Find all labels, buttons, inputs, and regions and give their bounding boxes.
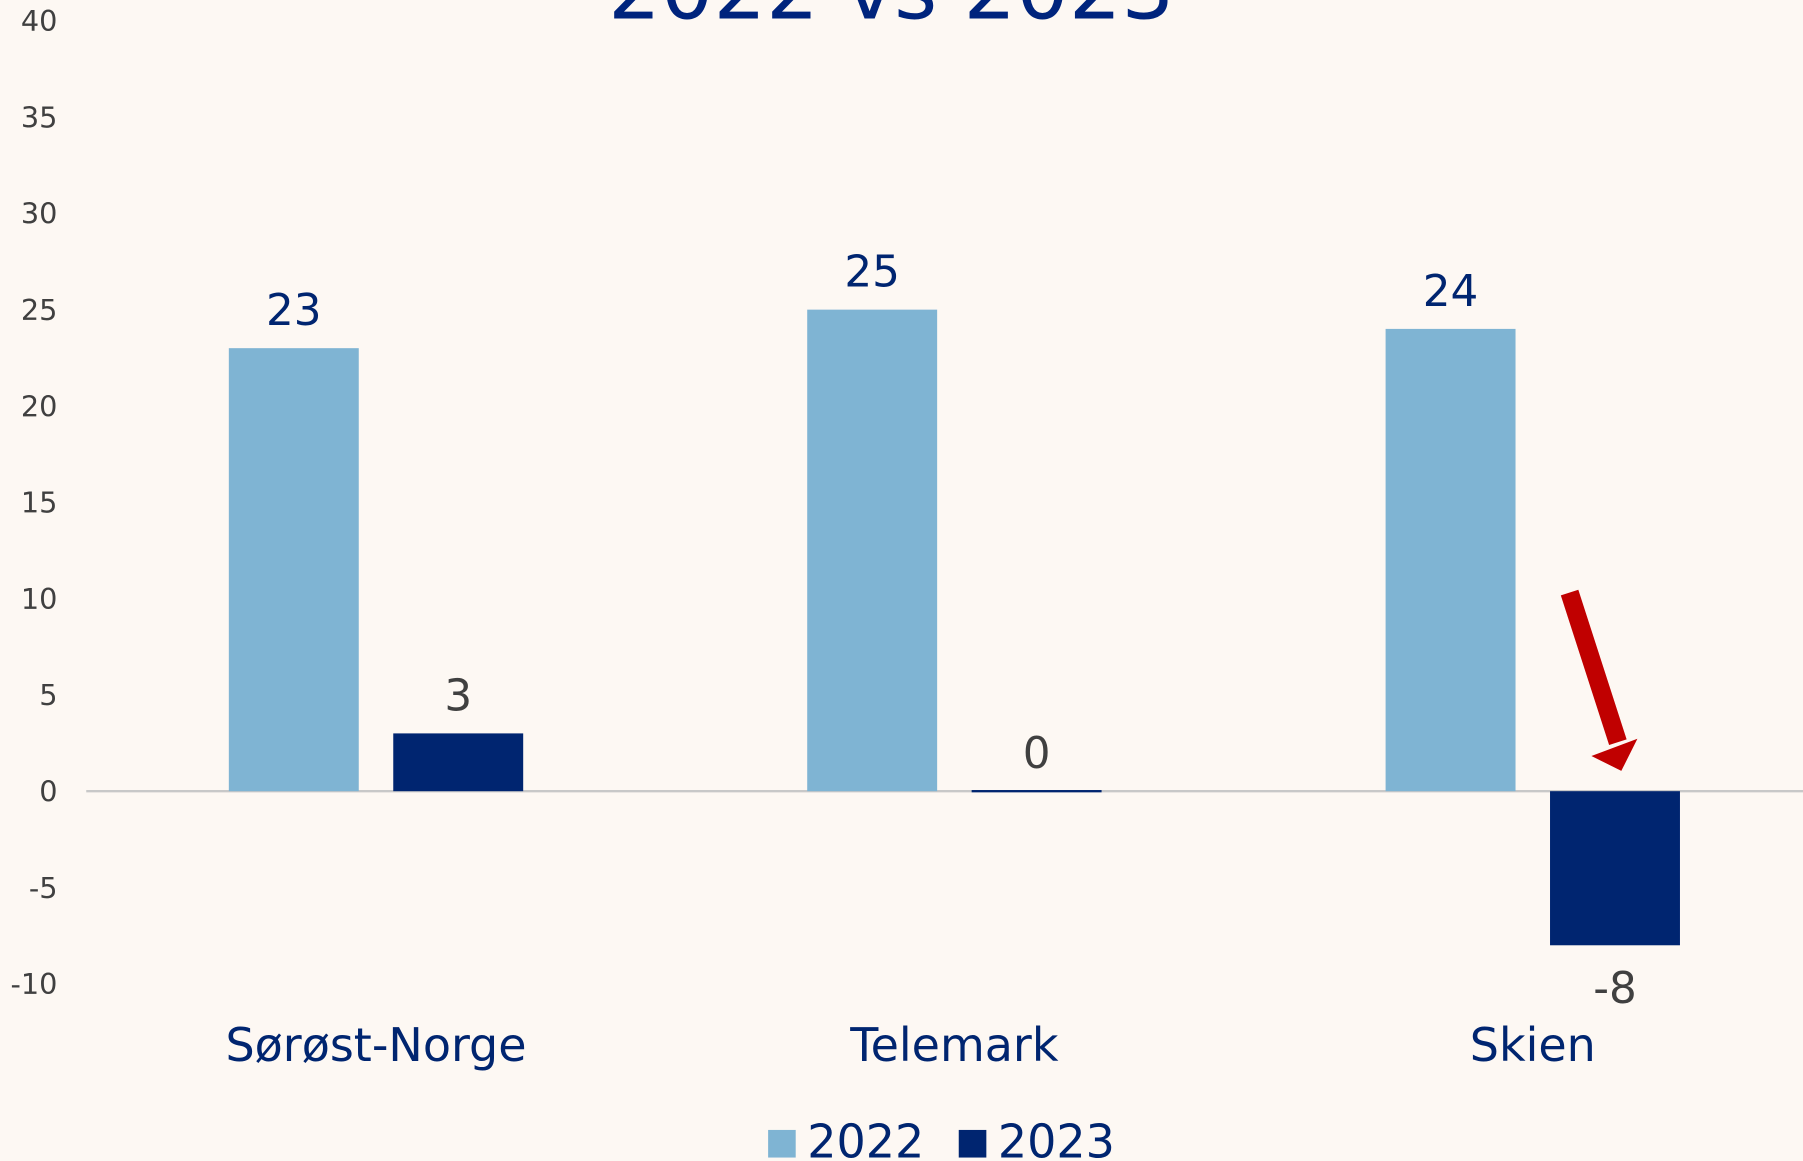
- bar: [228, 348, 359, 792]
- legend-label: 2023: [998, 1115, 1115, 1161]
- data-label: 24: [1423, 266, 1479, 317]
- y-tick-label: 15: [21, 486, 58, 520]
- annotation-arrow: [1560, 589, 1638, 771]
- bar: [393, 733, 524, 792]
- y-tick-label: -5: [29, 871, 58, 905]
- y-tick-label: 40: [21, 4, 58, 38]
- x-tick-label: Telemark: [849, 1018, 1059, 1072]
- y-tick-label: 5: [39, 678, 57, 712]
- y-tick-label: -10: [11, 967, 58, 1001]
- legend-label: 2022: [807, 1115, 924, 1161]
- data-label: 23: [266, 285, 322, 336]
- bar: [807, 309, 938, 792]
- y-tick-label: 25: [21, 293, 58, 327]
- bar: [1385, 328, 1516, 792]
- bar: [971, 790, 1102, 793]
- data-label: 25: [844, 247, 900, 298]
- legend-swatch: [768, 1129, 796, 1158]
- y-tick-label: 20: [21, 389, 58, 423]
- data-label: 0: [1023, 728, 1051, 779]
- y-tick-label: 30: [21, 197, 58, 231]
- data-label: -8: [1593, 963, 1637, 1014]
- chart-title: 2022 vs 2023: [608, 0, 1174, 38]
- y-tick-label: 0: [39, 775, 57, 809]
- legend-swatch: [958, 1129, 987, 1158]
- y-tick-label: 35: [21, 100, 58, 134]
- data-label: 3: [444, 670, 472, 721]
- x-tick-label: Sørøst-Norge: [225, 1018, 526, 1072]
- y-tick-label: 10: [21, 582, 58, 616]
- bar: [1550, 791, 1680, 946]
- x-tick-label: Skien: [1470, 1018, 1596, 1072]
